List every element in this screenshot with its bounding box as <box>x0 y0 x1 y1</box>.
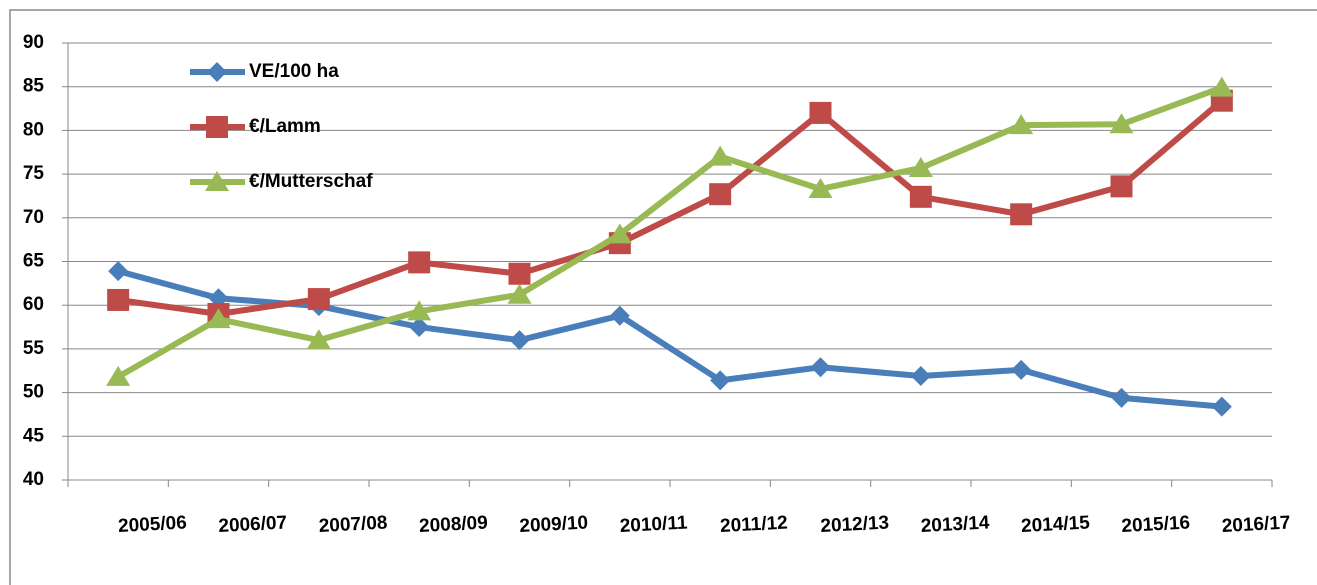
x-tick-label: 2007/08 <box>318 512 388 537</box>
legend-label: €/Lamm <box>249 116 321 137</box>
series-marker <box>909 185 932 208</box>
x-tick-label: 2010/11 <box>619 512 688 537</box>
series-marker <box>108 261 129 282</box>
legend-marker <box>205 171 229 191</box>
series-line <box>117 98 1224 317</box>
series-marker <box>106 365 131 386</box>
series-marker <box>607 223 632 244</box>
y-tick-label: 70 <box>23 207 44 228</box>
series-marker <box>1109 113 1134 134</box>
series-line <box>116 84 1223 380</box>
y-tick-label: 50 <box>23 382 44 403</box>
series-marker <box>206 308 231 329</box>
series-marker <box>709 183 732 206</box>
series-marker <box>808 177 833 198</box>
y-tick-label: 65 <box>23 251 45 272</box>
series-marker <box>1009 114 1034 135</box>
y-tick-label: 60 <box>23 294 44 315</box>
legend-marker <box>206 116 228 138</box>
legend-label: €/Mutterschaf <box>249 171 373 192</box>
x-tick-label: 2014/15 <box>1021 512 1091 537</box>
series-marker <box>509 330 530 351</box>
legend-label: VE/100 ha <box>249 61 339 82</box>
y-tick-label: 85 <box>23 76 45 97</box>
series-marker <box>810 357 831 378</box>
series-marker <box>708 145 733 166</box>
series-marker <box>1011 359 1032 380</box>
x-tick-label: 2012/13 <box>820 512 890 537</box>
y-tick-label: 55 <box>23 338 45 359</box>
series-marker <box>306 329 331 350</box>
legend-marker <box>207 62 227 82</box>
x-tick-label: 2009/10 <box>519 512 589 537</box>
series-marker <box>1111 387 1132 408</box>
series-marker <box>407 300 432 321</box>
series-marker <box>609 305 630 326</box>
x-tick-label: 2015/16 <box>1121 512 1191 537</box>
series-marker <box>1010 203 1033 226</box>
y-tick-label: 45 <box>23 425 45 446</box>
series-marker <box>1209 76 1234 97</box>
series-marker <box>408 251 431 274</box>
series-marker <box>307 288 330 311</box>
series-marker <box>507 283 532 304</box>
y-tick-label: 40 <box>23 469 44 490</box>
y-tick-label: 90 <box>23 32 44 53</box>
series-marker <box>409 317 430 338</box>
series-marker <box>809 101 832 124</box>
x-tick-label: 2011/12 <box>720 512 789 537</box>
series-marker <box>1211 396 1232 417</box>
series-marker <box>908 156 933 177</box>
y-tick-label: 75 <box>23 163 45 184</box>
y-tick-label: 80 <box>23 119 44 140</box>
series-line <box>117 268 1223 410</box>
series-marker <box>508 262 531 285</box>
x-tick-label: 2013/14 <box>920 512 990 537</box>
series-marker <box>1110 175 1133 198</box>
x-tick-label: 2005/06 <box>118 512 188 537</box>
series-marker <box>910 365 931 386</box>
x-tick-label: 2016/17 <box>1221 512 1291 537</box>
series-marker <box>710 370 731 391</box>
series-marker <box>107 288 130 311</box>
x-tick-label: 2008/09 <box>419 512 489 537</box>
x-tick-label: 2006/07 <box>218 512 288 537</box>
